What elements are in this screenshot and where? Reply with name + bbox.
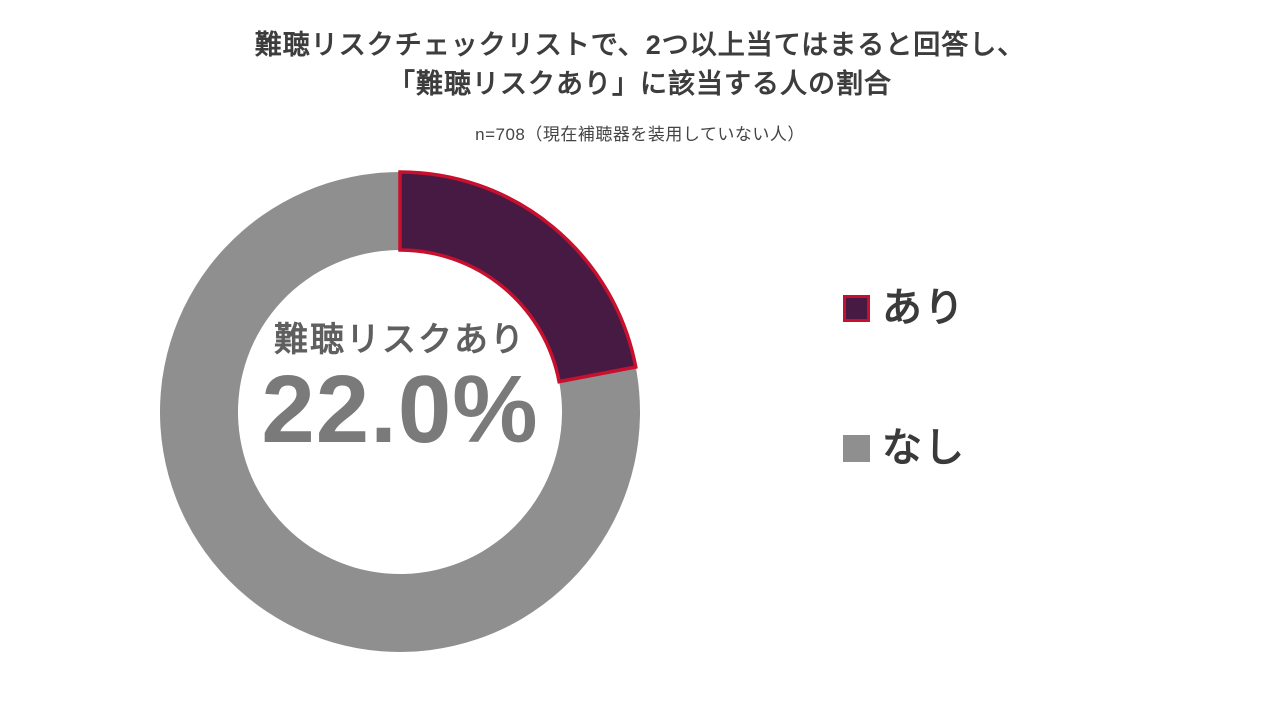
donut-slice-ari xyxy=(398,170,638,384)
donut-slice-nashi xyxy=(160,172,641,652)
chart-subtitle: n=708（現在補聴器を装用していない人） xyxy=(475,125,805,145)
legend-item-nashi: なし xyxy=(843,428,966,468)
chart-title-line-2: 「難聴リスクあり」に該当する人の割合 xyxy=(388,69,892,100)
chart-header: 難聴リスクチェックリストで、2つ以上当てはまると回答し、 「難聴リスクあり」に該… xyxy=(0,26,1280,145)
chart-legend: あり なし xyxy=(843,288,966,568)
legend-item-ari: あり xyxy=(843,288,966,328)
legend-swatch-nashi xyxy=(843,434,870,462)
donut-chart-svg xyxy=(160,170,641,652)
donut-chart xyxy=(157,167,643,657)
legend-label-nashi: なし xyxy=(882,426,966,470)
legend-label-ari: あり xyxy=(882,286,966,330)
chart-title-line-1: 難聴リスクチェックリストで、2つ以上当てはまると回答し、 xyxy=(254,30,1026,60)
legend-swatch-ari xyxy=(843,294,870,322)
